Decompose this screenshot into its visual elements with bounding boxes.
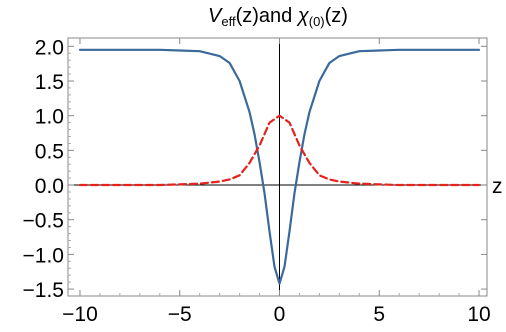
x-tick-label: 10 [467,303,490,326]
title-zand: (z)and [236,5,298,27]
title-chi: χ [296,5,310,27]
ticks [68,38,487,296]
title-v: V [208,5,223,27]
series-layer [78,48,481,285]
series-line-2 [78,114,481,187]
x-tick-label: 0 [274,303,286,326]
title-zero: (0) [309,14,325,29]
series-line-1 [78,48,481,285]
y-tick-label: −1.0 [23,244,64,267]
chart-title: Veff(z)and χ(0)(z) [208,5,348,29]
y-tick-label: 1.5 [35,71,64,94]
title-z: (z) [325,5,348,27]
y-tick-label: 2.0 [35,36,64,59]
x-tick-label: −10 [62,303,98,326]
y-tick-label: −0.5 [23,210,64,233]
y-tick-label: 0.5 [35,140,64,163]
y-tick-label: −1.5 [23,279,64,302]
tick-labels: −10 −5 0 5 10 2.0 1.5 1.0 0.5 0.0 −0.5 −1.0 −1.5 [23,36,491,326]
y-tick-label: 0.0 [35,175,64,198]
plot-frame [67,37,488,297]
y-tick-label: 1.0 [35,106,64,129]
title-eff: eff [221,14,236,29]
x-axis-label: z [492,175,503,198]
x-tick-label: −5 [168,303,192,326]
x-tick-label: 5 [373,303,385,326]
